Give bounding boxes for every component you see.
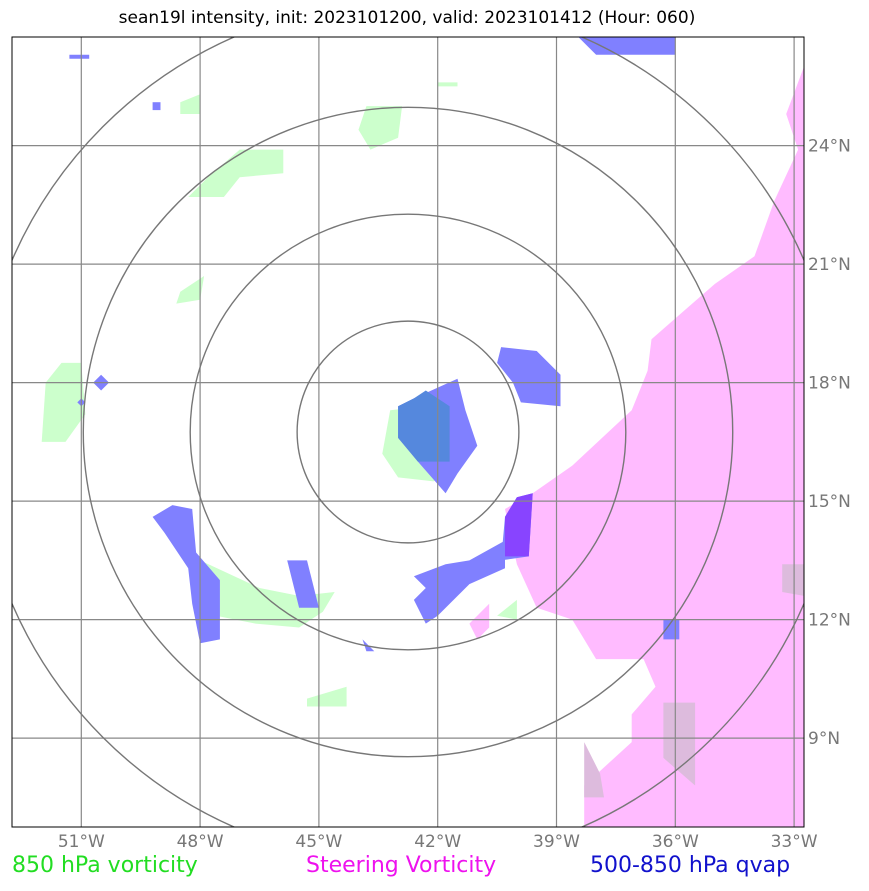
field-0-shape-0 bbox=[188, 149, 284, 197]
legend-qvap: 500-850 hPa qvap bbox=[590, 853, 791, 878]
range-ring-2 bbox=[82, 106, 734, 758]
x-tick-labels: 51°W 48°W 45°W 42°W 39°W 36°W 33°W bbox=[58, 832, 818, 852]
x-tick-label-3: 42°W bbox=[414, 832, 461, 852]
plot-frame bbox=[11, 36, 805, 828]
x-tick-label-0: 51°W bbox=[58, 832, 105, 852]
field-layer bbox=[41, 37, 804, 827]
y-tick-labels: 24°N 21°N 18°N 15°N 12°N 9°N bbox=[808, 137, 851, 750]
range-ring-1 bbox=[189, 213, 627, 651]
field-2-shape-1 bbox=[497, 347, 561, 407]
y-tick-label-3: 15°N bbox=[808, 492, 851, 512]
field-0-shape-11 bbox=[437, 82, 458, 87]
grid-layer bbox=[12, 37, 804, 827]
field-0-shape-10 bbox=[180, 94, 201, 114]
x-tick-label-2: 45°W bbox=[295, 832, 342, 852]
field-1-shape-0 bbox=[505, 66, 804, 827]
field-2-shape-12 bbox=[152, 102, 161, 111]
field-2-shape-4 bbox=[413, 540, 505, 624]
field-4-shape-0 bbox=[505, 493, 533, 557]
field-0-shape-2 bbox=[176, 276, 205, 304]
field-1-shape-1 bbox=[469, 603, 490, 640]
field-0-shape-1 bbox=[358, 106, 403, 150]
field-0-shape-8 bbox=[497, 599, 517, 620]
legend-850hpa-vorticity: 850 hPa vorticity bbox=[12, 853, 198, 878]
field-5-shape-0 bbox=[663, 702, 696, 786]
range-rings bbox=[12, 37, 804, 827]
x-tick-label-5: 36°W bbox=[652, 832, 699, 852]
field-2-shape-2 bbox=[152, 505, 220, 644]
y-tick-label-5: 9°N bbox=[808, 729, 840, 749]
range-ring-0 bbox=[296, 320, 520, 544]
x-tick-label-1: 48°W bbox=[177, 832, 224, 852]
x-tick-label-6: 33°W bbox=[771, 832, 818, 852]
y-tick-label-4: 12°N bbox=[808, 611, 851, 631]
field-5-shape-2 bbox=[782, 564, 804, 596]
field-2-shape-11 bbox=[69, 54, 90, 59]
y-tick-label-2: 18°N bbox=[808, 374, 851, 394]
chart-title: sean19l intensity, init: 2023101200, val… bbox=[118, 8, 696, 28]
y-tick-label-1: 21°N bbox=[808, 255, 851, 275]
field-0-shape-5 bbox=[200, 560, 335, 628]
field-3-shape-0 bbox=[398, 390, 450, 462]
field-2-shape-6 bbox=[362, 639, 391, 652]
field-0-shape-6 bbox=[307, 686, 347, 707]
legend-steering-vorticity: Steering Vorticity bbox=[306, 853, 497, 878]
field-5-shape-1 bbox=[584, 742, 604, 798]
x-tick-label-4: 39°W bbox=[533, 832, 580, 852]
field-2-shape-8 bbox=[578, 37, 676, 55]
field-2-shape-5 bbox=[287, 560, 319, 608]
y-tick-label-0: 24°N bbox=[808, 137, 851, 157]
